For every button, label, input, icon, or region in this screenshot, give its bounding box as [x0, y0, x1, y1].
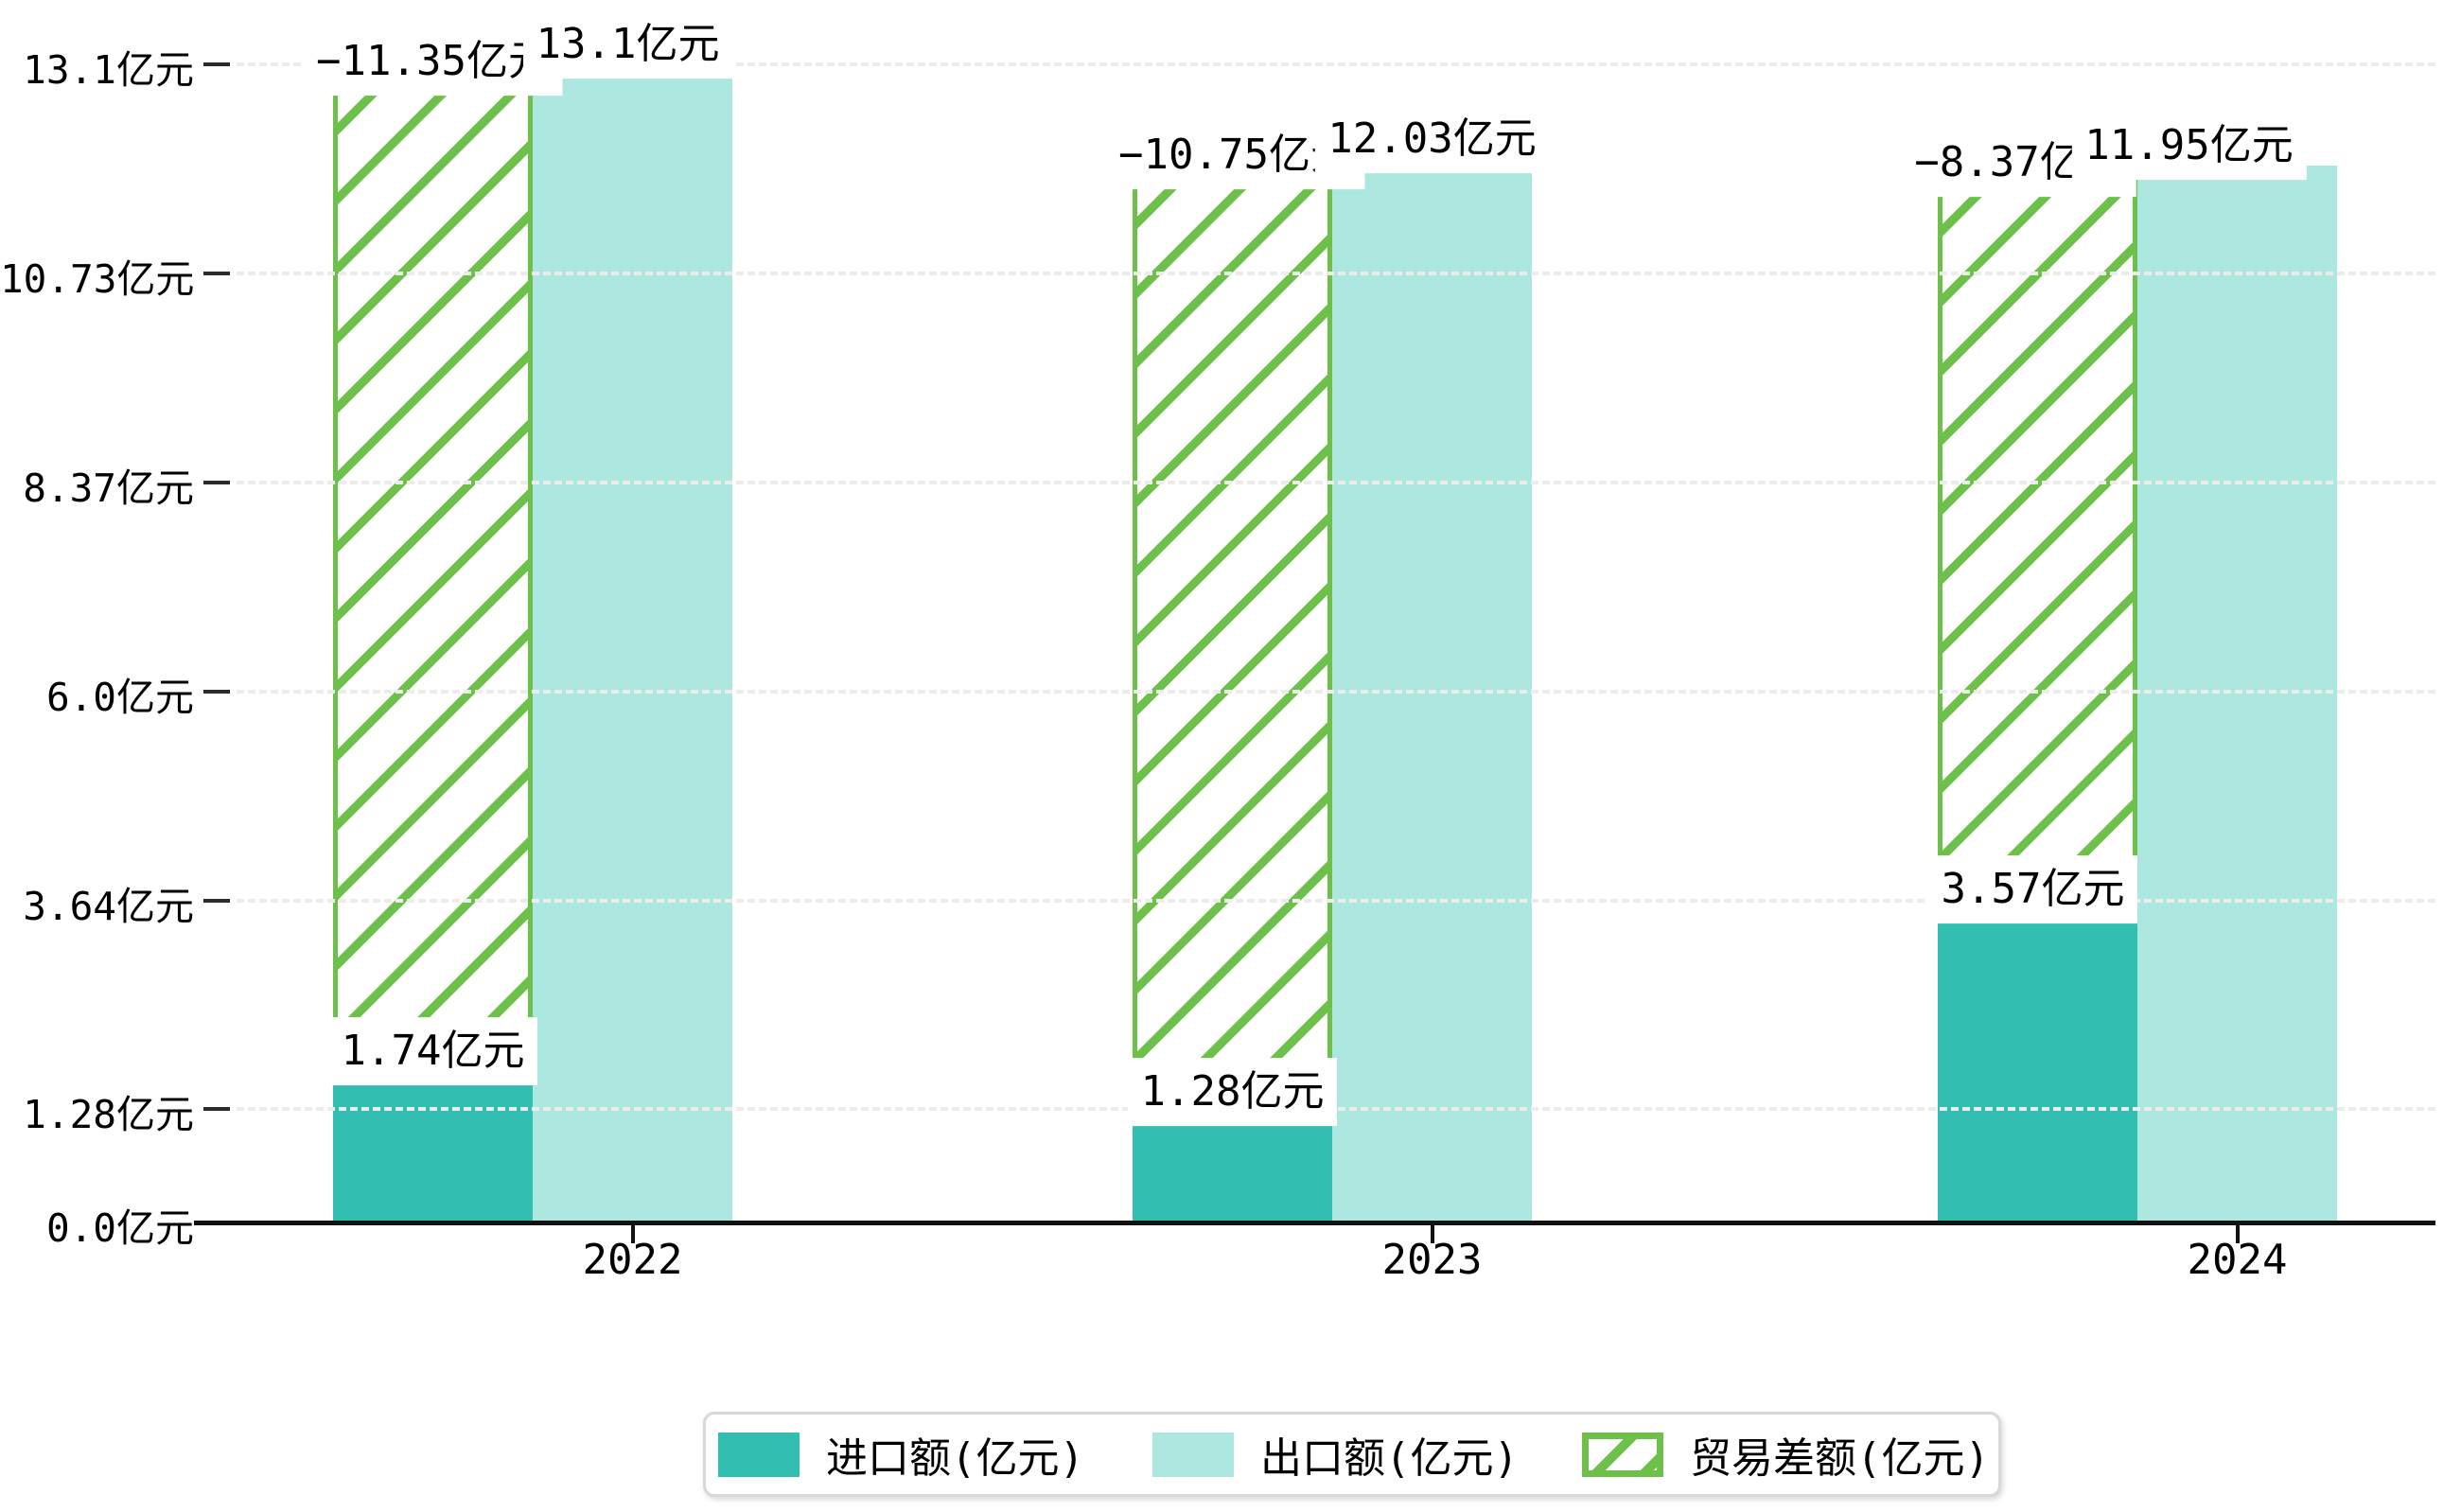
x-tick-mark	[2235, 1222, 2240, 1243]
export-bar	[533, 64, 732, 1222]
y-tick-label: 0.0亿元	[45, 1205, 194, 1251]
bar-value-label-export: 13.1亿元	[522, 10, 733, 79]
trade-balance-bar	[333, 64, 533, 1069]
legend-label-export: 出口额(亿元)	[1260, 1434, 1519, 1483]
trade-balance-bar	[1133, 158, 1332, 1110]
gridline	[237, 690, 2435, 694]
bar-value-label-import: 1.74亿元	[327, 1017, 538, 1086]
x-tick-mark	[1430, 1222, 1434, 1243]
gridline	[237, 272, 2435, 276]
y-tick-mark	[203, 62, 230, 66]
gridline	[237, 480, 2435, 484]
y-tick-label: 8.37亿元	[23, 465, 194, 511]
x-axis-line	[194, 1221, 2435, 1225]
bar-value-label-import: 1.28亿元	[1127, 1058, 1338, 1127]
legend: 进口额(亿元) 出口额(亿元) 贸易差额(亿元)	[703, 1412, 2001, 1497]
export-bar	[2137, 166, 2337, 1222]
import-bar	[1938, 906, 2137, 1222]
trade-balance-swatch	[1582, 1432, 1663, 1477]
y-tick-mark	[203, 898, 230, 903]
x-tick-label: 2023	[1381, 1236, 1483, 1284]
legend-item-export: 出口额(亿元)	[1152, 1415, 1519, 1494]
legend-label-balance: 贸易差额(亿元)	[1690, 1434, 1990, 1483]
bar-value-label-import: 3.57亿元	[1927, 855, 2138, 924]
import-bar	[1133, 1109, 1332, 1222]
y-tick-mark	[203, 1107, 230, 1112]
y-tick-mark	[203, 690, 230, 694]
import-swatch	[718, 1432, 800, 1477]
x-tick-mark	[630, 1222, 635, 1243]
y-tick-label: 10.73亿元	[0, 256, 195, 303]
bar-value-label-export: 11.95亿元	[2071, 112, 2307, 181]
export-swatch	[1152, 1432, 1234, 1477]
y-tick-label: 6.0亿元	[45, 675, 194, 721]
y-tick-mark	[203, 480, 230, 484]
y-tick-label: 3.64亿元	[23, 883, 194, 929]
x-tick-label: 2024	[2187, 1236, 2288, 1284]
y-tick-label: 13.1亿元	[23, 47, 194, 93]
trade-balance-bar	[1938, 167, 2137, 907]
legend-item-balance: 贸易差额(亿元)	[1582, 1415, 1990, 1494]
y-tick-label: 1.28亿元	[23, 1092, 194, 1138]
y-tick-mark	[203, 272, 230, 276]
bar-value-label-export: 12.03亿元	[1314, 105, 1550, 173]
x-tick-label: 2022	[582, 1236, 683, 1284]
legend-item-import: 进口额(亿元)	[718, 1415, 1084, 1494]
gridline	[237, 62, 2435, 66]
legend-label-import: 进口额(亿元)	[826, 1434, 1084, 1483]
bar-value-label-balance: −11.35亿元	[303, 27, 563, 96]
import-bar	[333, 1068, 533, 1222]
gridline	[237, 898, 2435, 903]
